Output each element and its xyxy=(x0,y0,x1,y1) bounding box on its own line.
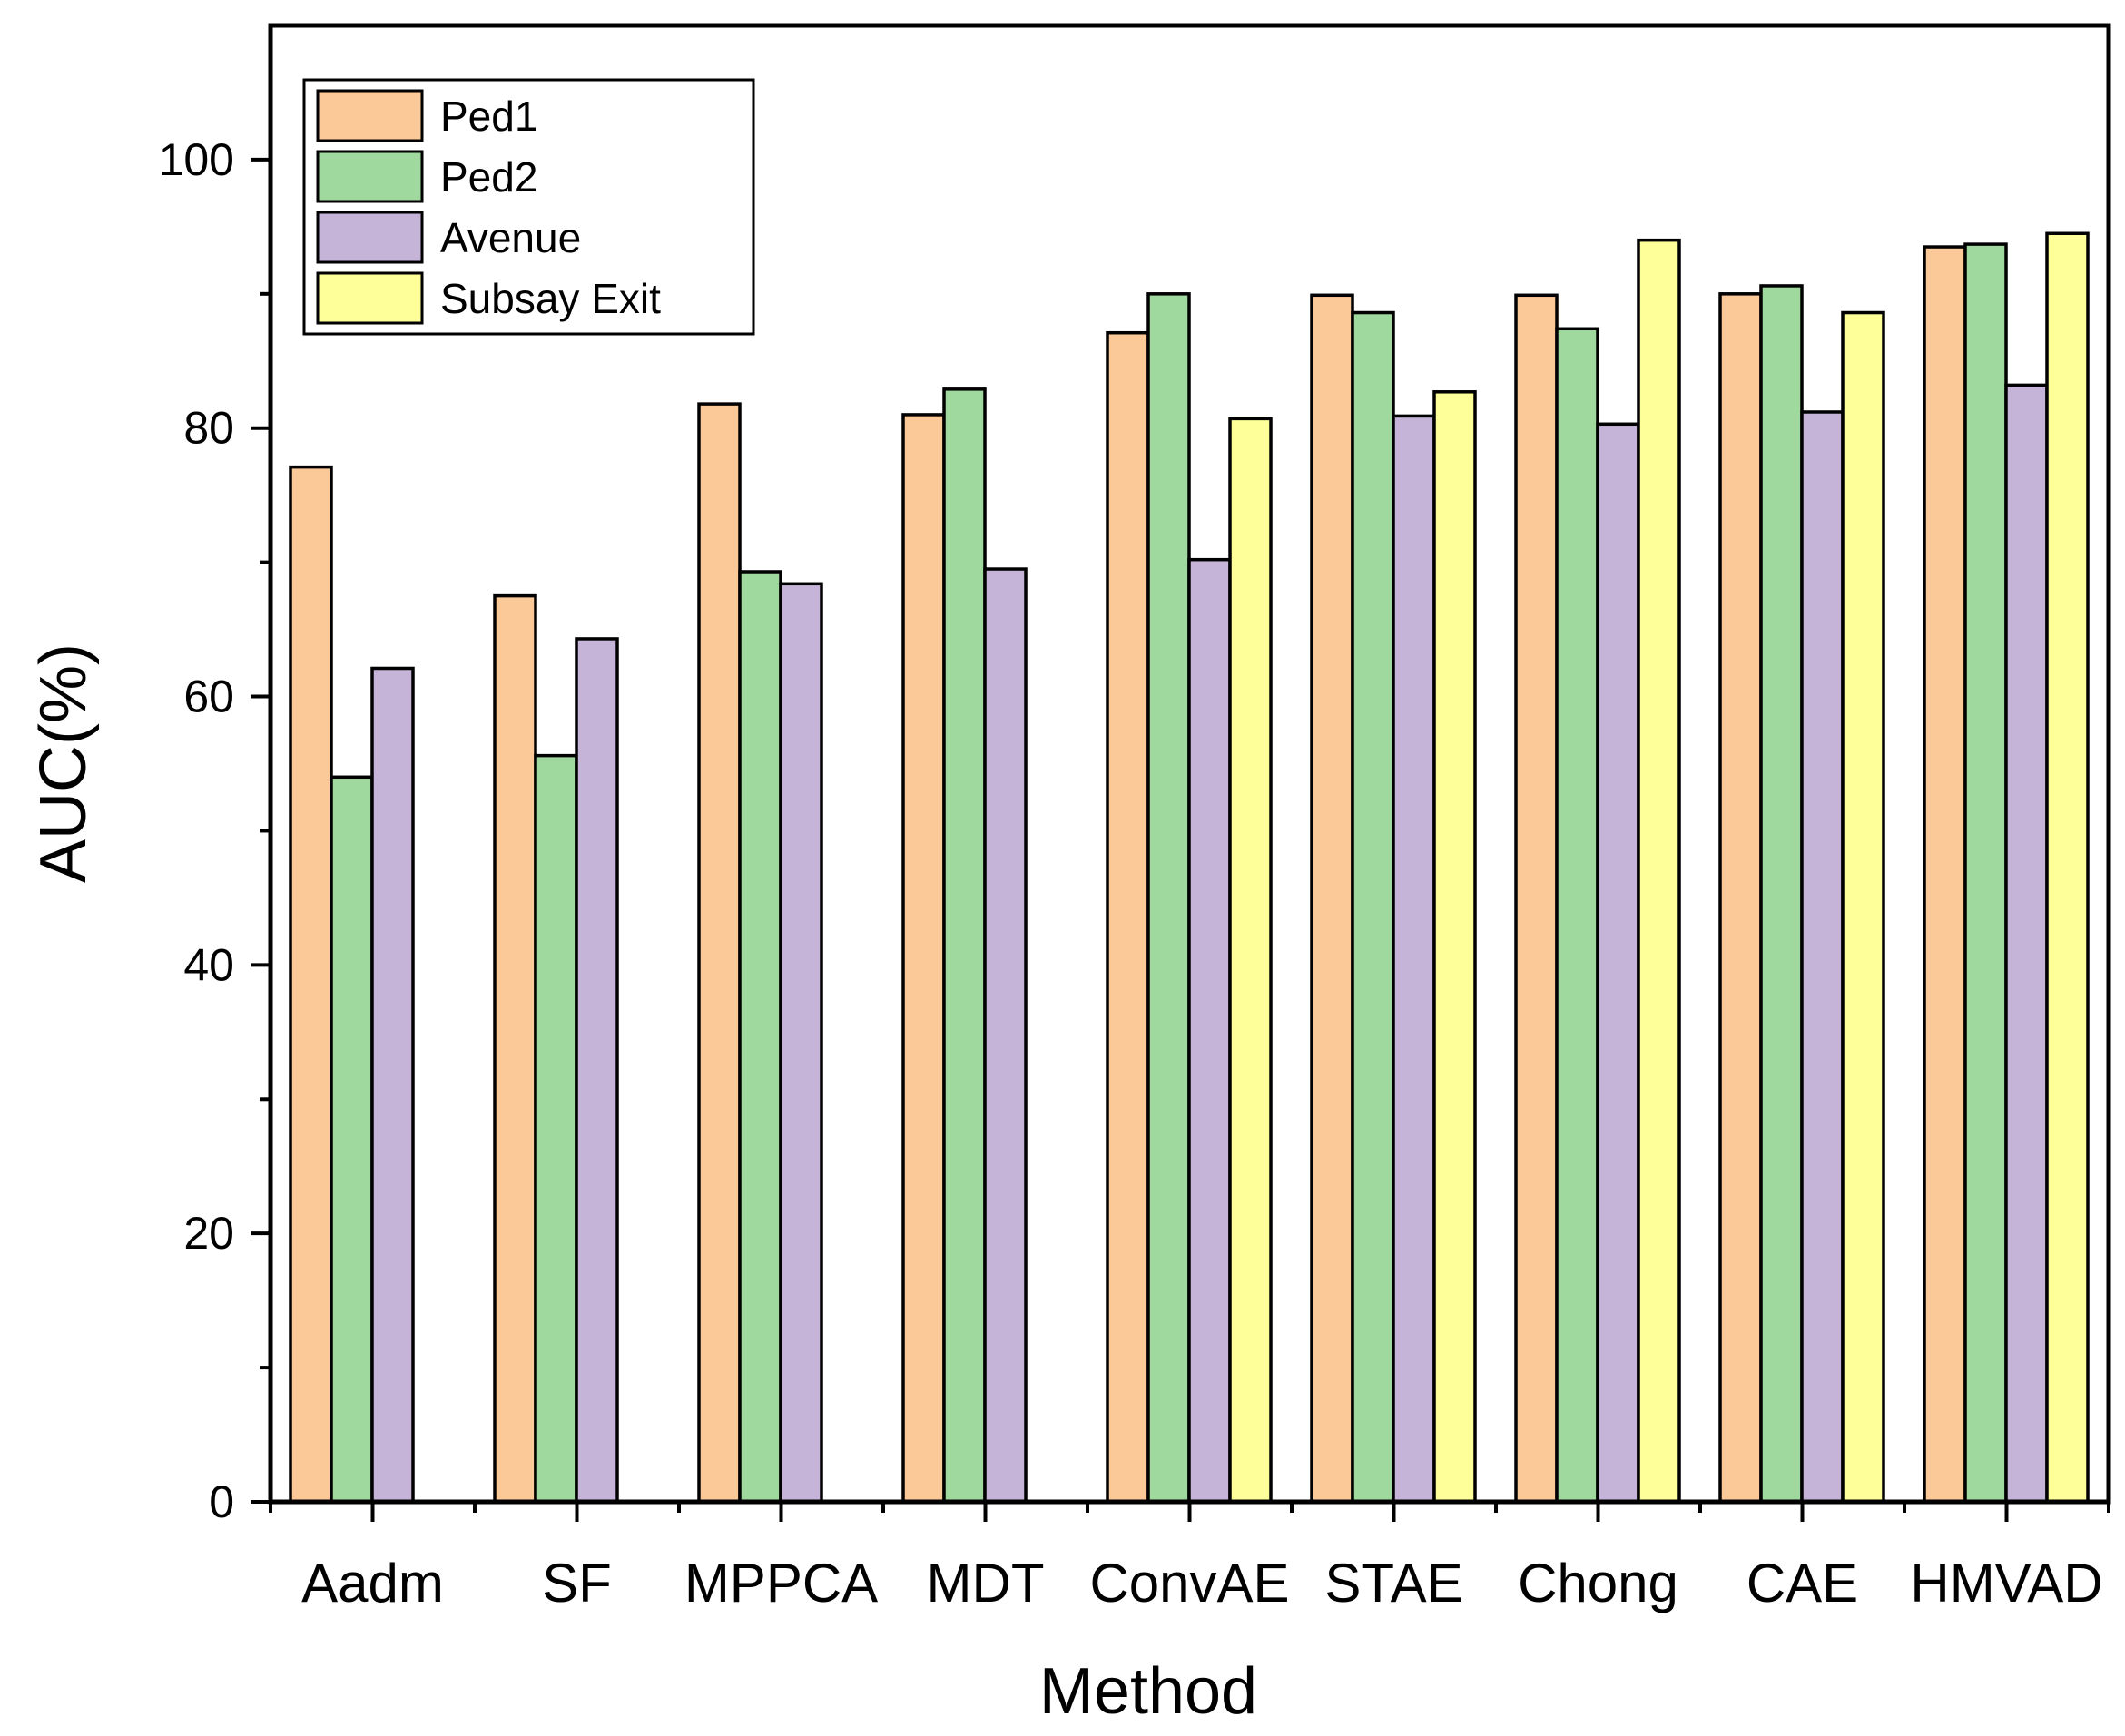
bar-ped2-mdt xyxy=(942,387,987,1504)
legend-swatch xyxy=(316,89,424,142)
bar-ped2-chong xyxy=(1555,327,1599,1504)
x-tick-label: CAE xyxy=(1746,1553,1858,1613)
bar-subsay-exit-convae xyxy=(1228,417,1273,1504)
legend-label: Ped2 xyxy=(440,153,537,201)
bar-ped1-cae xyxy=(1718,292,1763,1504)
bar-avenue-mdt xyxy=(983,567,1028,1504)
bar-ped2-mppca xyxy=(738,570,782,1504)
x-tick-label: Aadm xyxy=(301,1553,444,1613)
bar-ped2-stae xyxy=(1351,310,1395,1504)
x-tick-label: HMVAD xyxy=(1910,1553,2102,1613)
bar-ped2-convae xyxy=(1146,292,1191,1504)
bar-ped1-hmvad xyxy=(1923,245,1967,1504)
bar-avenue-hmvad xyxy=(2004,383,2049,1504)
y-tick-label: 20 xyxy=(183,1208,234,1259)
x-tick-label: MDT xyxy=(927,1553,1045,1613)
x-tick-label: MPPCA xyxy=(684,1553,878,1613)
legend-label: Ped1 xyxy=(440,93,537,140)
bar-avenue-aadm xyxy=(370,666,415,1504)
legend: Ped1 Ped2 Avenue Subsay Exit xyxy=(302,78,755,336)
y-tick-label: 60 xyxy=(183,672,234,722)
bar-avenue-mppca xyxy=(779,582,823,1504)
bar-avenue-sf xyxy=(575,637,619,1504)
bar-subsay-exit-chong xyxy=(1637,238,1681,1504)
bar-avenue-stae xyxy=(1392,414,1436,1504)
legend-label: Subsay Exit xyxy=(440,275,661,322)
x-tick-label: SF xyxy=(542,1553,612,1613)
bar-ped1-chong xyxy=(1514,293,1559,1504)
bar-avenue-cae xyxy=(1800,410,1845,1504)
bar-ped2-cae xyxy=(1759,284,1804,1504)
legend-swatch xyxy=(316,271,424,325)
x-tick-label: ConvAE xyxy=(1089,1553,1289,1613)
bar-subsay-exit-cae xyxy=(1841,310,1885,1504)
y-tick-label: 0 xyxy=(209,1476,234,1527)
y-tick-label: 40 xyxy=(183,939,234,990)
y-tick-label: 100 xyxy=(159,134,234,185)
legend-swatch xyxy=(316,211,424,264)
x-tick-label: STAE xyxy=(1324,1553,1462,1613)
bar-avenue-convae xyxy=(1187,557,1232,1504)
bar-ped2-aadm xyxy=(330,775,374,1504)
legend-label: Avenue xyxy=(440,214,581,261)
bar-ped1-aadm xyxy=(289,465,333,1504)
x-axis-title: Method xyxy=(1039,1655,1257,1728)
y-axis-title: AUC(%) xyxy=(27,643,100,883)
bar-subsay-exit-stae xyxy=(1432,390,1477,1504)
x-axis: Aadm SF MPPCA MDT ConvAE STAE Chong CAE HMVAD xyxy=(269,1502,2110,1613)
bar-ped2-sf xyxy=(534,753,578,1504)
y-tick-label: 80 xyxy=(183,403,234,454)
bar-ped2-hmvad xyxy=(1963,242,2008,1504)
bar-ped1-mdt xyxy=(901,413,946,1504)
y-axis: 0 20 40 60 80 100 xyxy=(159,134,271,1527)
bar-ped1-mppca xyxy=(697,402,742,1504)
legend-swatch xyxy=(316,150,424,203)
bar-ped1-sf xyxy=(493,593,537,1504)
x-tick-label: Chong xyxy=(1518,1553,1678,1613)
bar-ped1-stae xyxy=(1310,293,1354,1504)
bar-subsay-exit-hmvad xyxy=(2045,231,2090,1504)
bar-ped1-convae xyxy=(1106,330,1150,1504)
bar-avenue-chong xyxy=(1596,422,1640,1504)
bars-layer xyxy=(289,231,2090,1504)
